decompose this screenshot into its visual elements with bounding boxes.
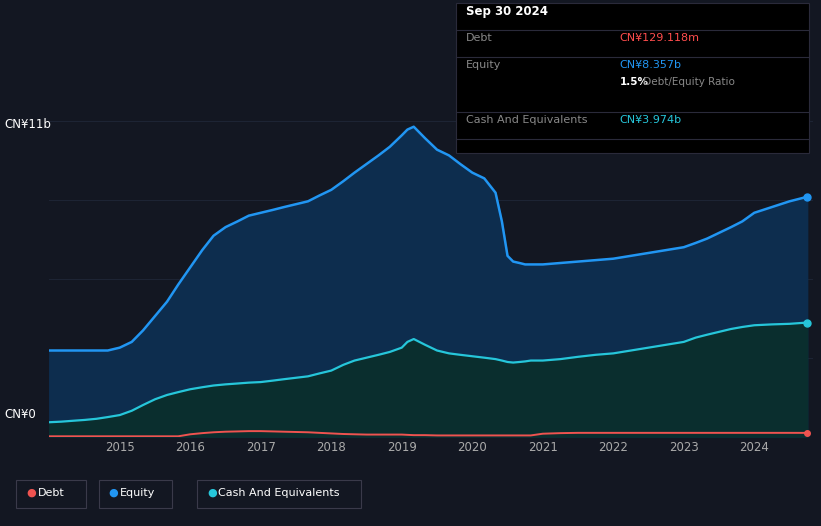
Text: Debt: Debt [466, 33, 493, 43]
Text: Equity: Equity [466, 60, 501, 70]
Text: CN¥3.974b: CN¥3.974b [620, 115, 682, 125]
Text: ●: ● [26, 488, 36, 498]
Text: Equity: Equity [120, 488, 155, 498]
Text: Debt: Debt [38, 488, 65, 498]
Text: CN¥8.357b: CN¥8.357b [620, 60, 682, 70]
Text: 1.5%: 1.5% [620, 77, 649, 87]
Text: Cash And Equivalents: Cash And Equivalents [466, 115, 587, 125]
Text: ●: ● [207, 488, 217, 498]
Text: Sep 30 2024: Sep 30 2024 [466, 5, 548, 18]
Text: CN¥0: CN¥0 [4, 408, 36, 421]
Text: Cash And Equivalents: Cash And Equivalents [218, 488, 340, 498]
Text: Debt/Equity Ratio: Debt/Equity Ratio [640, 77, 736, 87]
Text: CN¥11b: CN¥11b [4, 118, 51, 132]
Text: CN¥129.118m: CN¥129.118m [620, 33, 699, 43]
Text: ●: ● [108, 488, 118, 498]
